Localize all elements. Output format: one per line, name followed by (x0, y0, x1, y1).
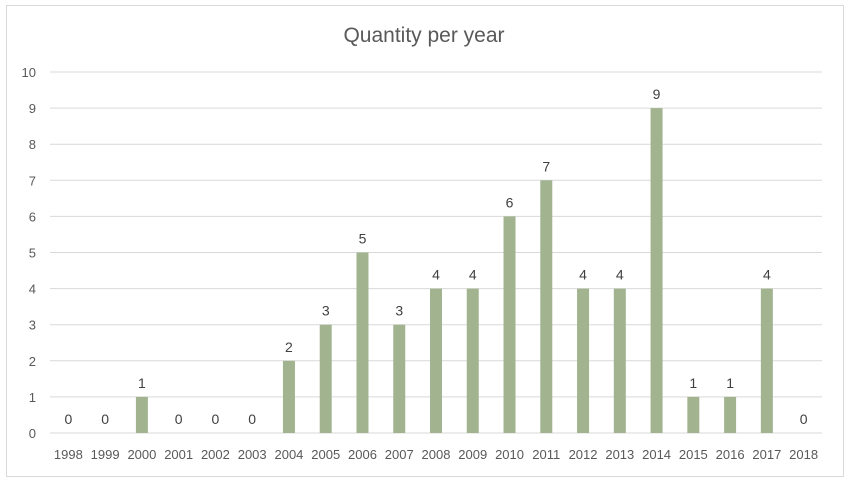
data-label: 2 (285, 339, 293, 355)
x-tick-label: 2001 (164, 447, 193, 462)
x-tick-label: 2011 (532, 447, 560, 462)
data-label: 3 (322, 303, 330, 319)
x-tick-label: 2013 (605, 447, 634, 462)
x-axis-ticks: 1998 1999 2000 2001 2002 2003 2004 2005 2006 2007… (54, 447, 818, 462)
data-label: 0 (212, 411, 220, 427)
x-tick-label: 1998 (54, 447, 83, 462)
x-tick-label: 2009 (458, 447, 487, 462)
y-tick-label: 8 (29, 137, 36, 152)
data-label: 1 (726, 375, 734, 391)
x-tick-label: 2018 (789, 447, 818, 462)
x-tick-label: 2015 (679, 447, 708, 462)
chart-title: Quantity per year (343, 24, 504, 47)
bar (356, 252, 369, 433)
bar (687, 396, 700, 433)
data-label: 1 (689, 375, 697, 391)
x-tick-label: 2005 (311, 447, 340, 462)
y-tick-label: 9 (29, 101, 36, 116)
data-label: 1 (138, 375, 146, 391)
bar (650, 108, 663, 433)
bar (540, 180, 553, 433)
data-label: 4 (579, 267, 587, 283)
y-tick-label: 5 (29, 246, 36, 261)
x-tick-label: 2002 (201, 447, 230, 462)
y-axis-ticks: 0 1 2 3 4 5 6 7 8 9 10 (22, 65, 36, 441)
x-tick-label: 2010 (495, 447, 524, 462)
data-label: 0 (64, 411, 72, 427)
data-label: 0 (800, 411, 808, 427)
y-tick-label: 10 (22, 65, 36, 80)
bar (577, 288, 590, 433)
data-label: 0 (175, 411, 183, 427)
y-tick-label: 0 (29, 426, 36, 441)
bar (430, 288, 442, 433)
data-label: 7 (542, 158, 550, 174)
x-tick-label: 2004 (274, 447, 303, 462)
x-tick-label: 2000 (127, 447, 156, 462)
x-tick-label: 2016 (716, 447, 745, 462)
y-tick-label: 6 (29, 209, 36, 224)
bar (393, 324, 406, 433)
y-tick-label: 7 (29, 173, 36, 188)
data-label: 3 (395, 303, 403, 319)
data-label: 4 (469, 267, 477, 283)
data-label: 0 (248, 411, 256, 427)
x-tick-label: 2008 (422, 447, 451, 462)
y-tick-label: 4 (29, 282, 36, 297)
bar (135, 396, 148, 433)
bar (724, 396, 737, 433)
data-label: 0 (101, 411, 109, 427)
y-tick-label: 1 (29, 390, 36, 405)
data-label: 4 (763, 267, 771, 283)
data-label: 6 (506, 194, 514, 210)
x-tick-label: 2007 (385, 447, 414, 462)
data-label: 5 (359, 231, 367, 247)
bars (135, 108, 773, 433)
data-label: 4 (616, 267, 624, 283)
y-tick-label: 2 (29, 354, 36, 369)
x-tick-label: 2014 (642, 447, 671, 462)
x-tick-label: 2003 (238, 447, 267, 462)
bar (760, 288, 773, 433)
y-tick-label: 3 (29, 318, 36, 333)
bar (613, 288, 626, 433)
bar (282, 360, 295, 433)
x-tick-label: 2012 (569, 447, 598, 462)
data-labels: 0 0 1 0 0 0 2 3 5 3 4 4 6 7 4 4 9 1 1 4 0 (64, 86, 807, 427)
x-tick-label: 1999 (91, 447, 120, 462)
data-label: 4 (432, 267, 440, 283)
bar (466, 288, 479, 433)
bar (319, 324, 332, 433)
bar (503, 216, 516, 433)
data-label: 9 (653, 86, 661, 102)
x-tick-label: 2017 (752, 447, 781, 462)
x-tick-label: 2006 (348, 447, 377, 462)
